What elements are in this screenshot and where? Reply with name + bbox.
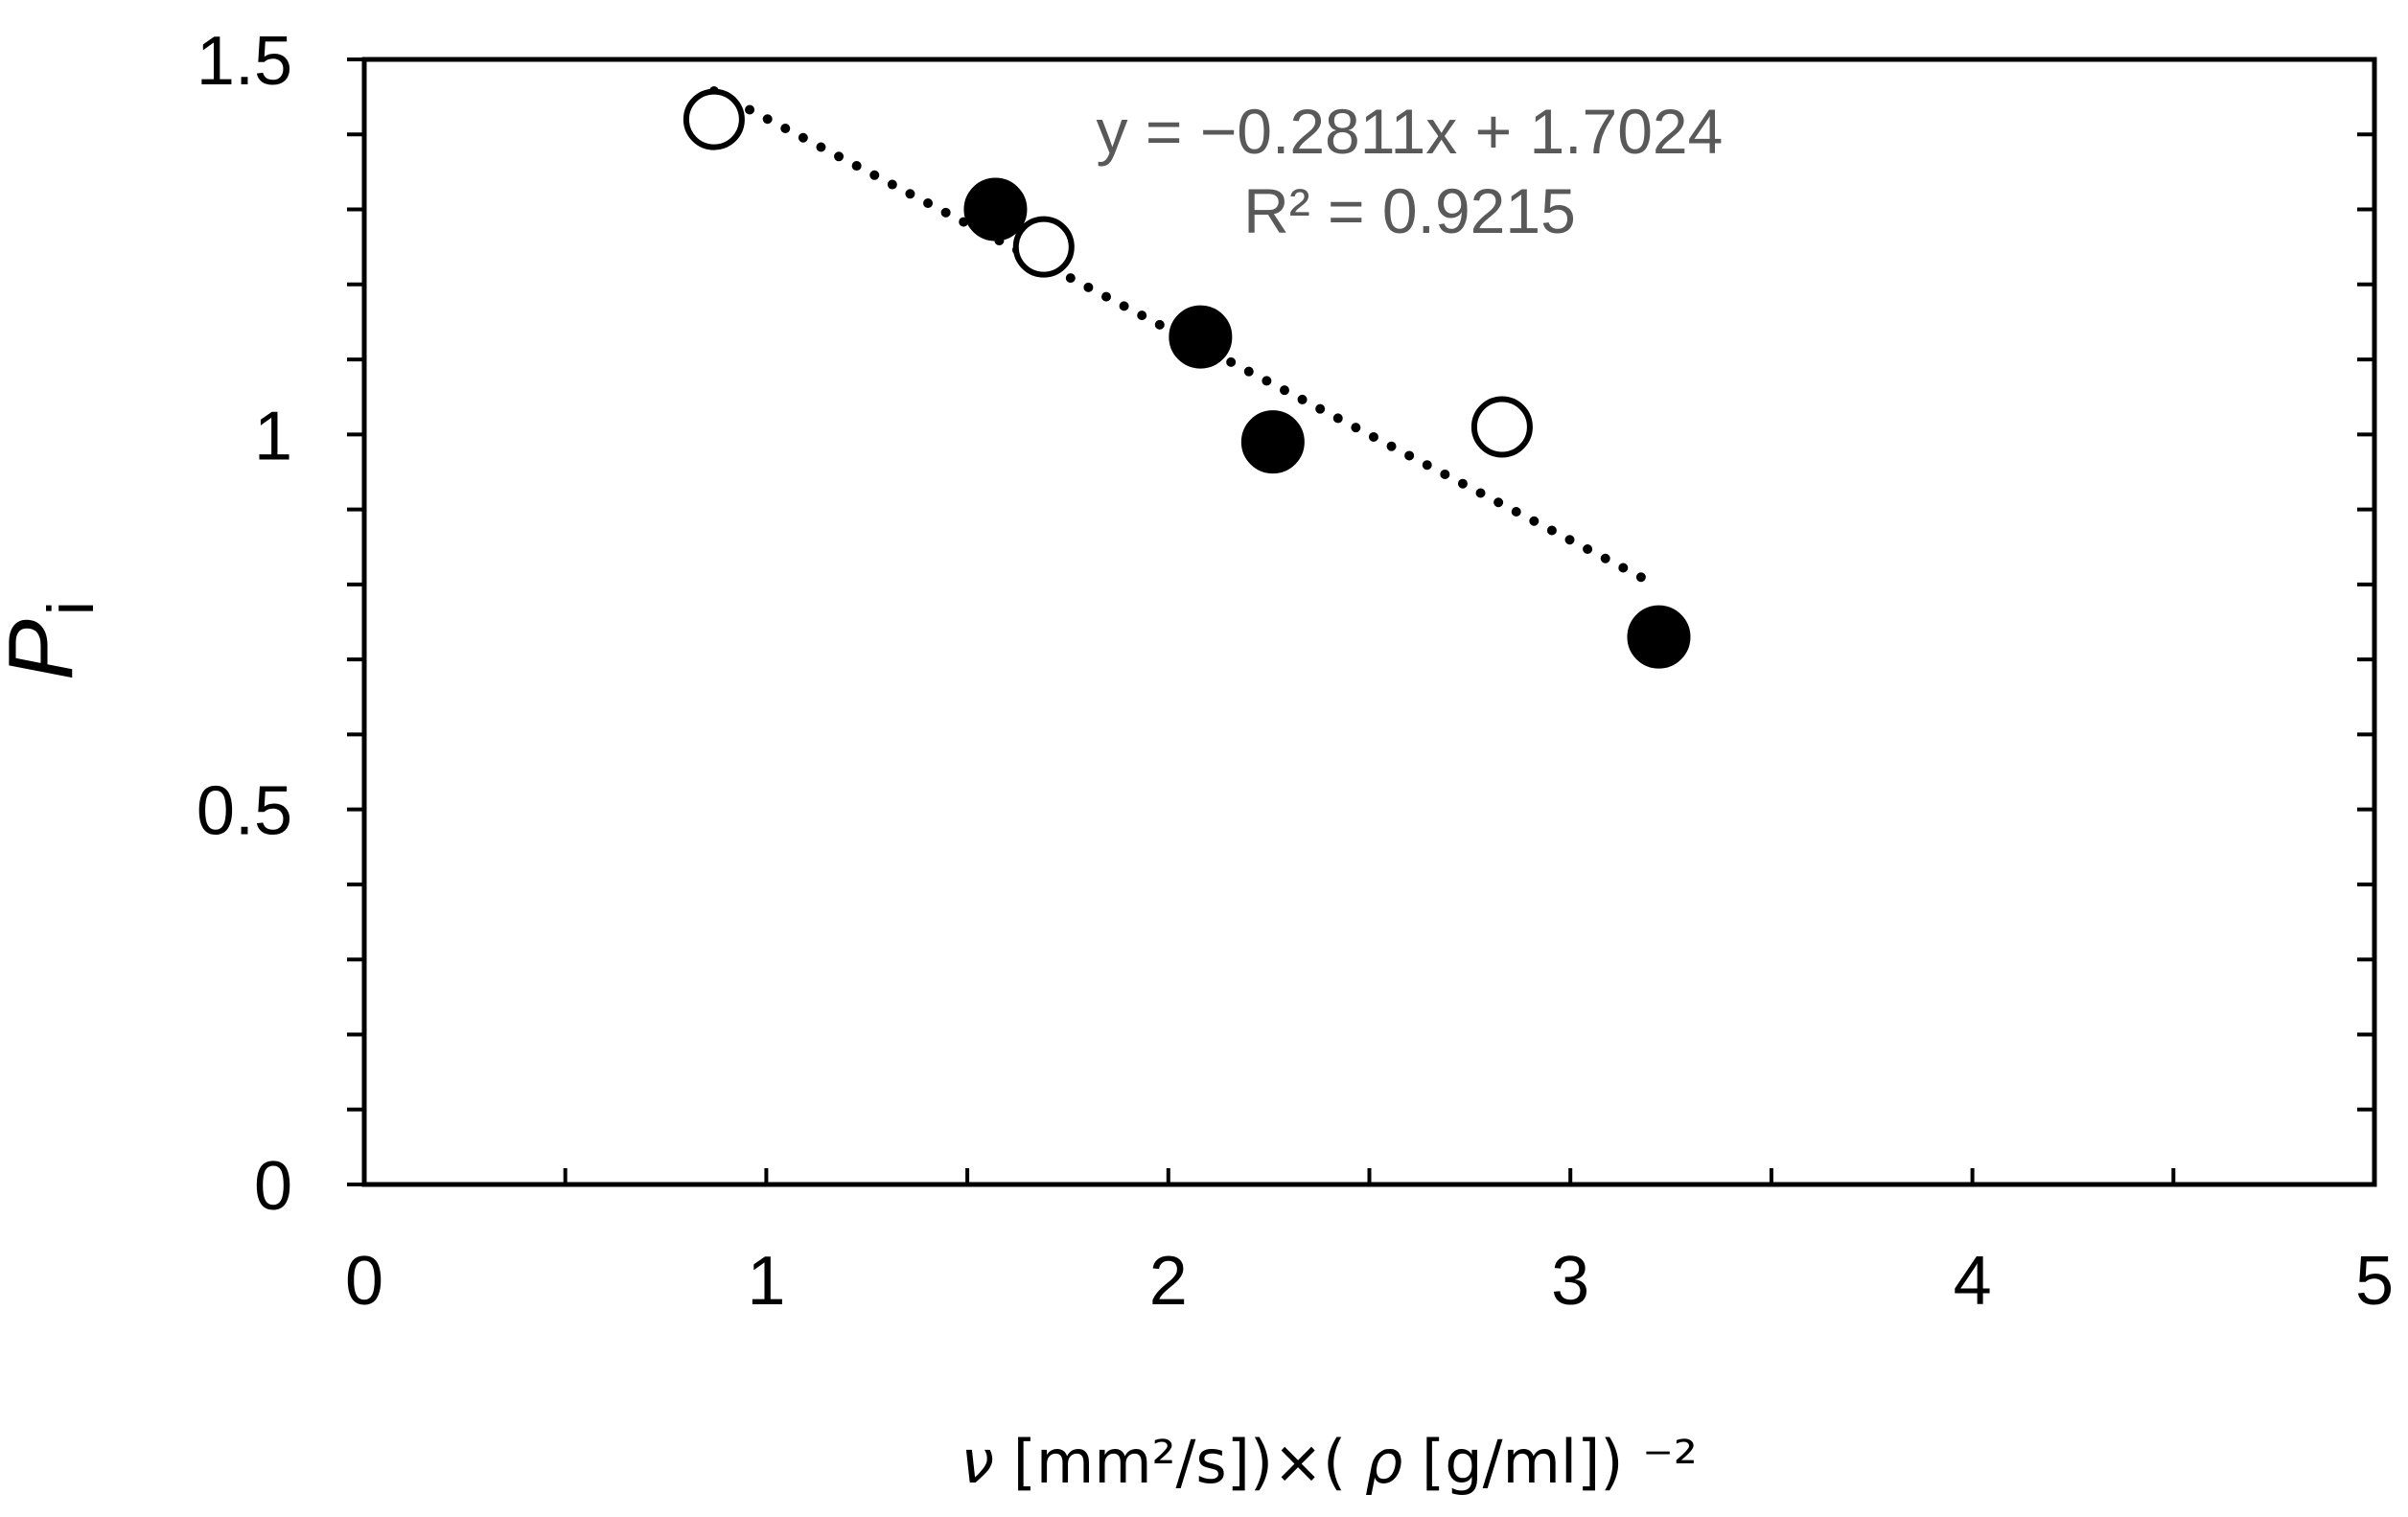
y-axis-title-subscript: i bbox=[35, 601, 107, 615]
x-tick-label: 0 bbox=[345, 1243, 383, 1320]
y-axis-tick-labels: 0 0.5 1 1.5 bbox=[197, 23, 292, 1225]
y-axis-ticks bbox=[347, 57, 2374, 1186]
filled-data-point bbox=[1169, 305, 1233, 369]
filled-data-point bbox=[1627, 605, 1691, 669]
x-axis-title-rho: ρ bbox=[1365, 1427, 1402, 1497]
trendline-equation: y = −0.2811x + 1.7024 bbox=[1097, 96, 1724, 167]
x-tick-label: 2 bbox=[1149, 1243, 1188, 1320]
y-axis-title: P i bbox=[0, 601, 107, 680]
x-tick-label: 3 bbox=[1551, 1243, 1589, 1320]
trendline bbox=[708, 85, 1664, 592]
x-tick-label: 1 bbox=[747, 1243, 785, 1320]
open-data-point bbox=[683, 88, 745, 150]
y-tick-label: 1.5 bbox=[197, 23, 292, 100]
y-tick-label: 1 bbox=[254, 398, 292, 474]
x-axis-title-nu: ν bbox=[961, 1427, 994, 1497]
x-axis-title-units: [mm²/s])×( bbox=[1013, 1427, 1347, 1497]
x-axis-title: ν [mm²/s])×( ρ [g/ml]) ⁻² bbox=[961, 1427, 1697, 1497]
filled-data-point bbox=[963, 177, 1028, 241]
x-axis-title-density-units: [g/ml]) bbox=[1422, 1427, 1623, 1497]
y-axis-title-main: P bbox=[0, 619, 92, 680]
x-tick-label: 4 bbox=[1954, 1243, 1992, 1320]
x-tick-label: 5 bbox=[2355, 1243, 2394, 1320]
filled-data-point bbox=[1240, 410, 1305, 474]
y-tick-label: 0 bbox=[254, 1148, 292, 1225]
x-axis-ticks bbox=[362, 1168, 2376, 1184]
open-data-point bbox=[1012, 216, 1075, 278]
data-points bbox=[683, 88, 1691, 669]
open-data-point bbox=[1470, 396, 1533, 458]
x-axis-title-exponent: ⁻² bbox=[1642, 1427, 1698, 1497]
trendline-r-squared: R² = 0.9215 bbox=[1243, 175, 1576, 246]
x-axis-tick-labels: 0 1 2 3 4 5 bbox=[345, 1243, 2394, 1320]
y-tick-label: 0.5 bbox=[197, 773, 292, 850]
